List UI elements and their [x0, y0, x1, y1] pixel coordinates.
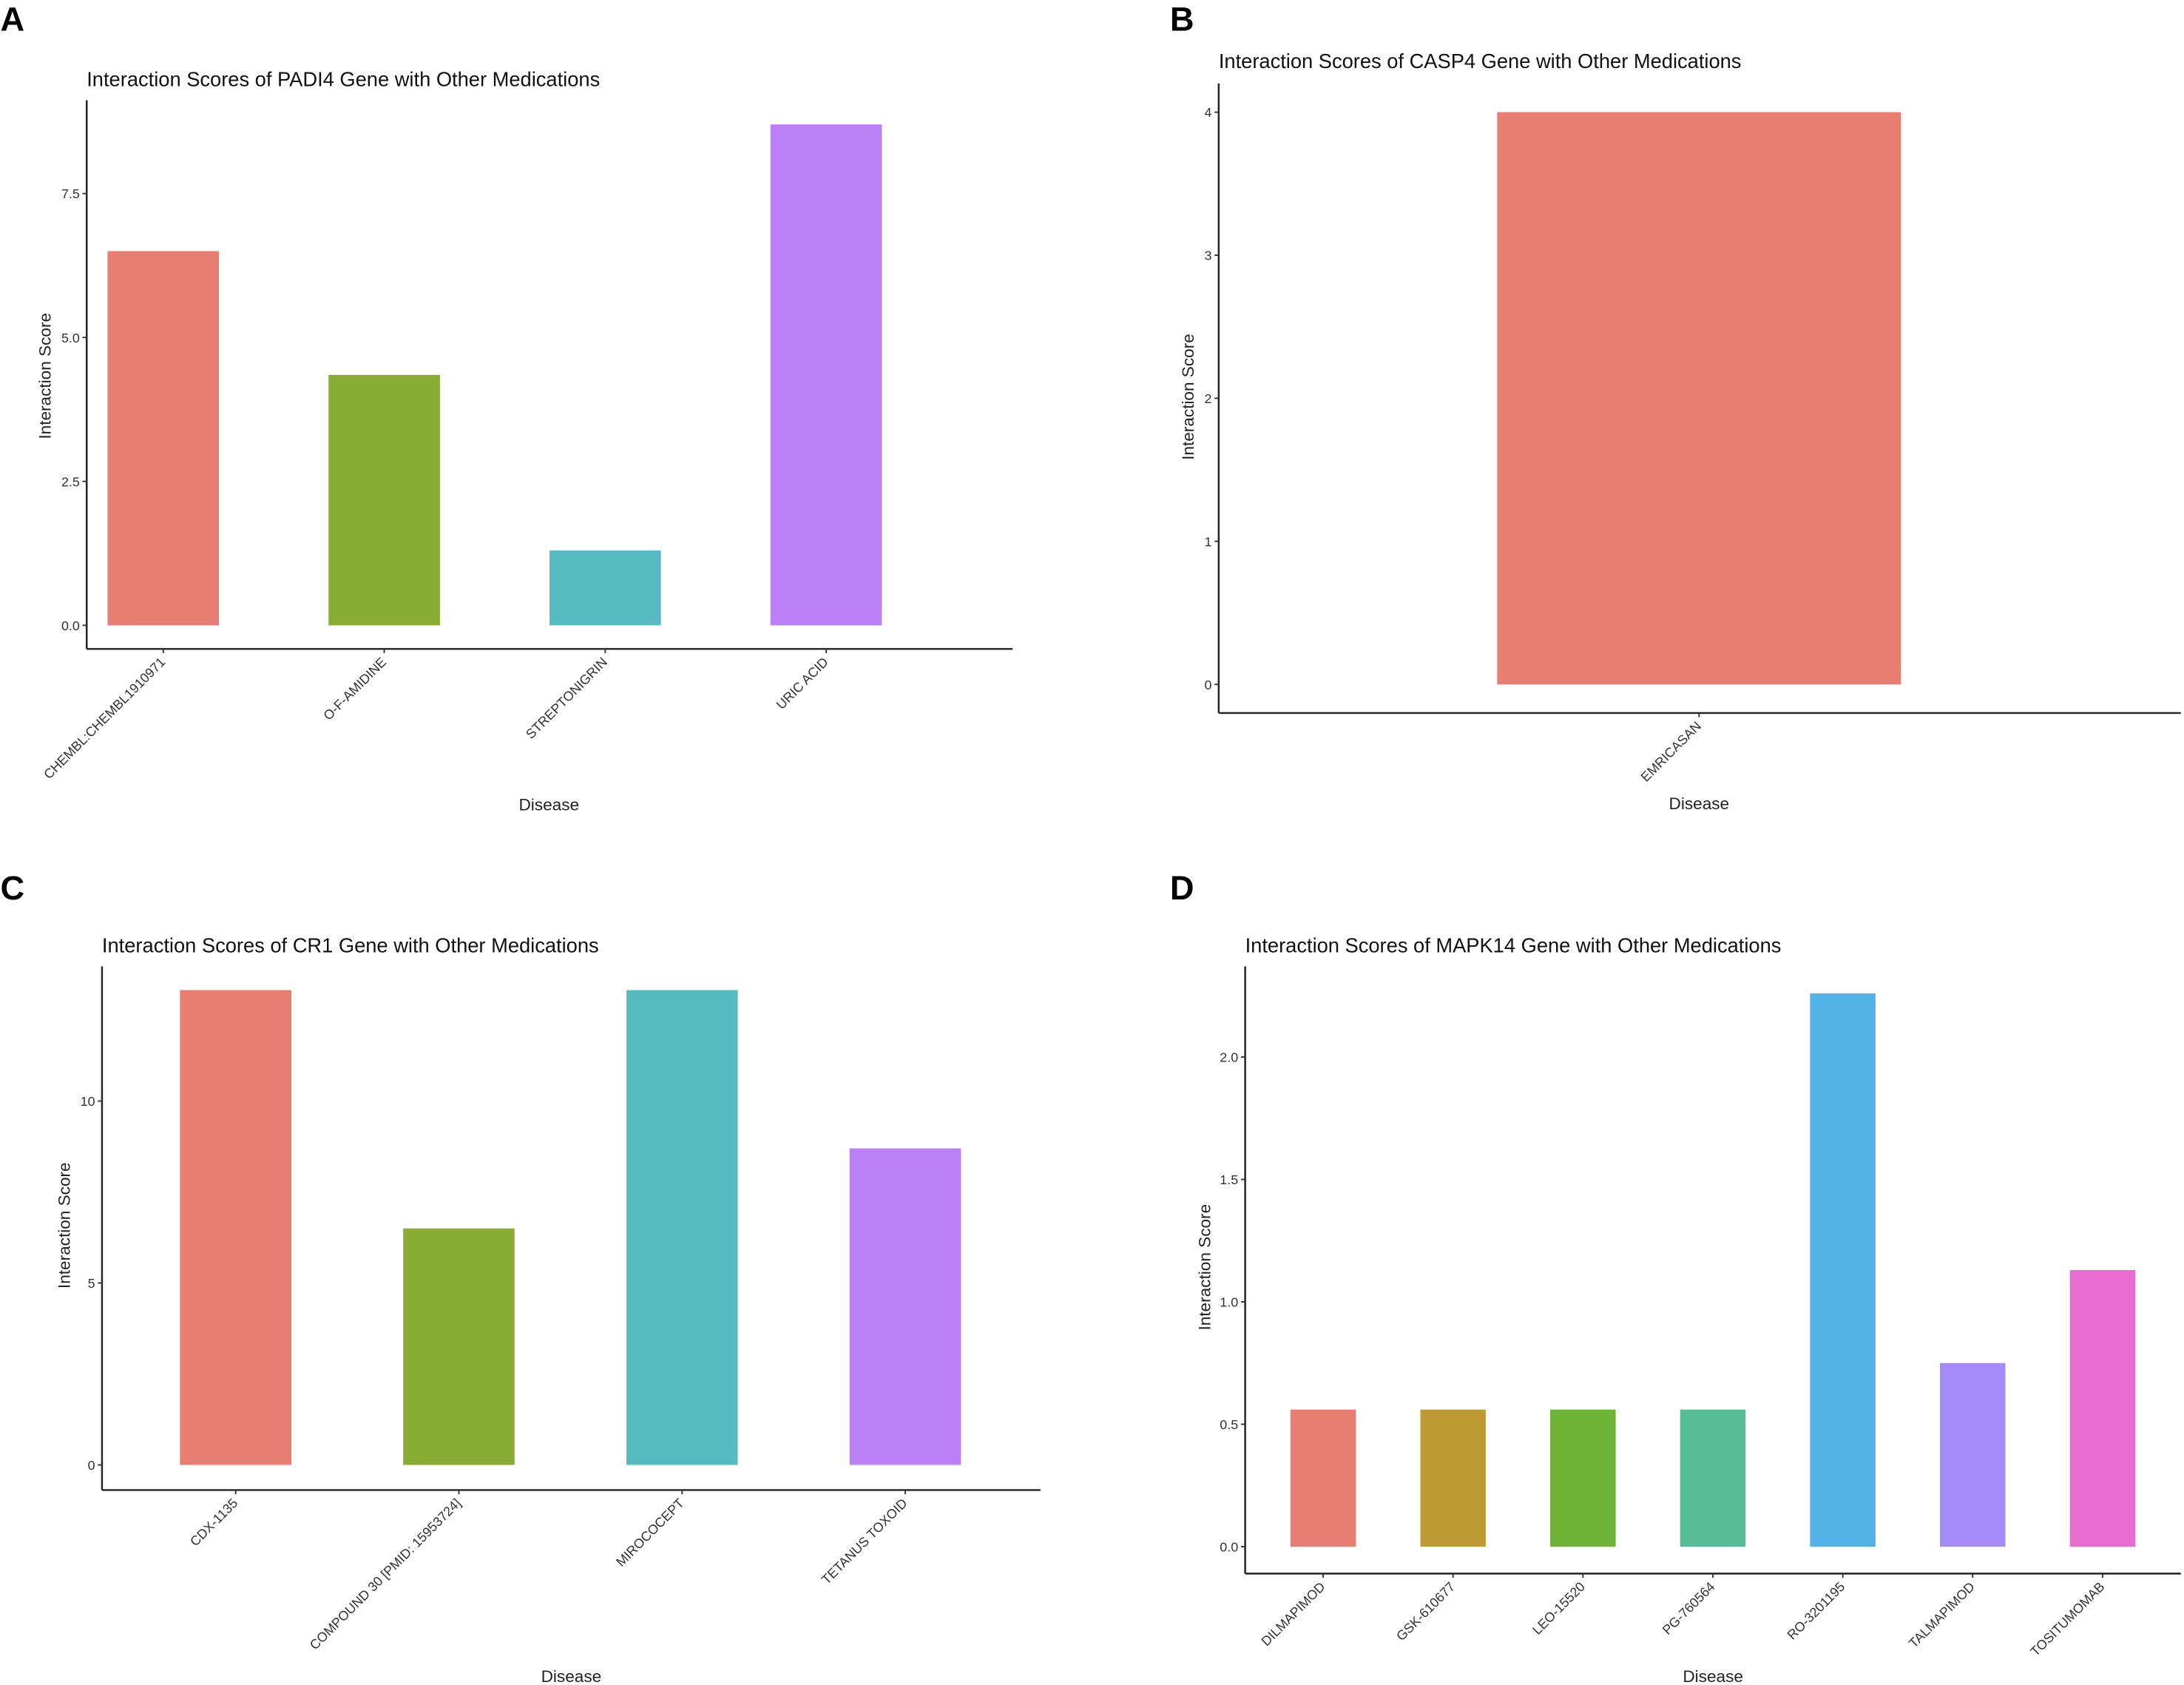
- x-tick-label: DILMAPIMOD: [1258, 1579, 1328, 1649]
- x-tick-label: O-F-AMIDINE: [320, 655, 389, 723]
- x-tick-label: STREPTONIGRIN: [523, 655, 610, 742]
- panel-a: A Interaction Scores of PADI4 Gene with O…: [1, 0, 1013, 814]
- x-tick-label: EMRICASAN: [1638, 718, 1704, 784]
- y-tick-label: 2.5: [61, 474, 80, 489]
- x-tick-label: TALMAPIMOD: [1906, 1579, 1978, 1651]
- y-tick-label: 2: [1204, 391, 1211, 406]
- bar: [849, 1148, 961, 1465]
- y-tick-label: 0: [88, 1458, 95, 1473]
- x-tick-label: GSK-610677: [1393, 1579, 1458, 1644]
- x-tick-label: CDX-1135: [187, 1496, 240, 1549]
- bar: [1940, 1362, 2006, 1547]
- bar: [403, 1228, 515, 1465]
- panel-b: B Interaction Scores of CASP4 Gene with O…: [1170, 0, 2181, 813]
- chart-title: Interaction Scores of CASP4 Gene with Ot…: [1219, 50, 1742, 72]
- panel-letter: C: [1, 869, 25, 907]
- y-tick-label: 10: [81, 1094, 95, 1109]
- bar: [1680, 1409, 1746, 1547]
- bar: [626, 990, 738, 1465]
- y-axis-label: Interaction Score: [36, 313, 54, 439]
- y-axis-label: Interaction Score: [1179, 334, 1197, 460]
- y-tick-label: 1: [1204, 534, 1211, 549]
- y-tick-label: 2.0: [1220, 1050, 1238, 1065]
- y-tick-label: 1.5: [1220, 1172, 1238, 1187]
- x-tick-label: PG-760564: [1660, 1579, 1718, 1638]
- x-axis-label: Disease: [541, 1667, 602, 1685]
- y-axis-label: Interaction Score: [55, 1162, 74, 1289]
- x-axis-label: Disease: [518, 796, 579, 814]
- bar: [107, 251, 220, 626]
- chart-title: Interaction Scores of MAPK14 Gene with O…: [1245, 934, 1782, 957]
- bar: [1810, 993, 1876, 1547]
- x-tick-label: TOSITUMOMAB: [2028, 1579, 2108, 1659]
- bar: [1497, 112, 1901, 685]
- y-tick-label: 7.5: [61, 186, 80, 201]
- panel-letter: A: [1, 0, 25, 38]
- bar: [2069, 1269, 2136, 1547]
- x-tick-label: URIC ACID: [774, 655, 831, 712]
- panel-d: D Interaction Scores of MAPK14 Gene with …: [1170, 869, 2181, 1685]
- y-tick-label: 3: [1204, 249, 1211, 263]
- x-tick-label: RO-3201195: [1785, 1579, 1848, 1643]
- x-tick-label: COMPOUND 30 [PMID: 15953724]: [307, 1496, 464, 1652]
- bar: [328, 374, 440, 626]
- x-axis-label: Disease: [1669, 794, 1730, 813]
- panel-letter: B: [1170, 0, 1194, 38]
- bar: [1290, 1409, 1356, 1547]
- bar: [770, 124, 882, 626]
- y-tick-label: 0.5: [1220, 1417, 1238, 1432]
- y-axis-label: Interaction Score: [1196, 1204, 1214, 1331]
- x-axis-label: Disease: [1683, 1667, 1743, 1685]
- y-tick-label: 0.0: [61, 618, 80, 633]
- chart-title: Interaction Scores of CR1 Gene with Othe…: [102, 934, 599, 957]
- bar: [1550, 1409, 1616, 1547]
- bar: [1420, 1409, 1486, 1547]
- y-tick-label: 1.0: [1220, 1295, 1238, 1310]
- y-tick-label: 4: [1204, 105, 1211, 120]
- bar: [550, 550, 661, 626]
- y-tick-label: 5: [88, 1276, 95, 1291]
- y-tick-label: 5.0: [61, 331, 80, 345]
- y-tick-label: 0: [1204, 678, 1211, 692]
- bar: [180, 990, 291, 1465]
- x-tick-label: TETANUS TOXOID: [819, 1496, 910, 1587]
- x-tick-label: LEO-15520: [1529, 1579, 1588, 1638]
- x-tick-label: MIROCOCEPT: [613, 1496, 687, 1570]
- x-tick-label: CHEMBL:CHEMBL1910971: [41, 655, 168, 782]
- chart-title: Interaction Scores of PADI4 Gene with Ot…: [87, 68, 600, 91]
- y-tick-label: 0.0: [1220, 1540, 1238, 1555]
- panel-c: C Interaction Scores of CR1 Gene with Oth…: [1, 869, 1041, 1685]
- panel-letter: D: [1170, 869, 1194, 907]
